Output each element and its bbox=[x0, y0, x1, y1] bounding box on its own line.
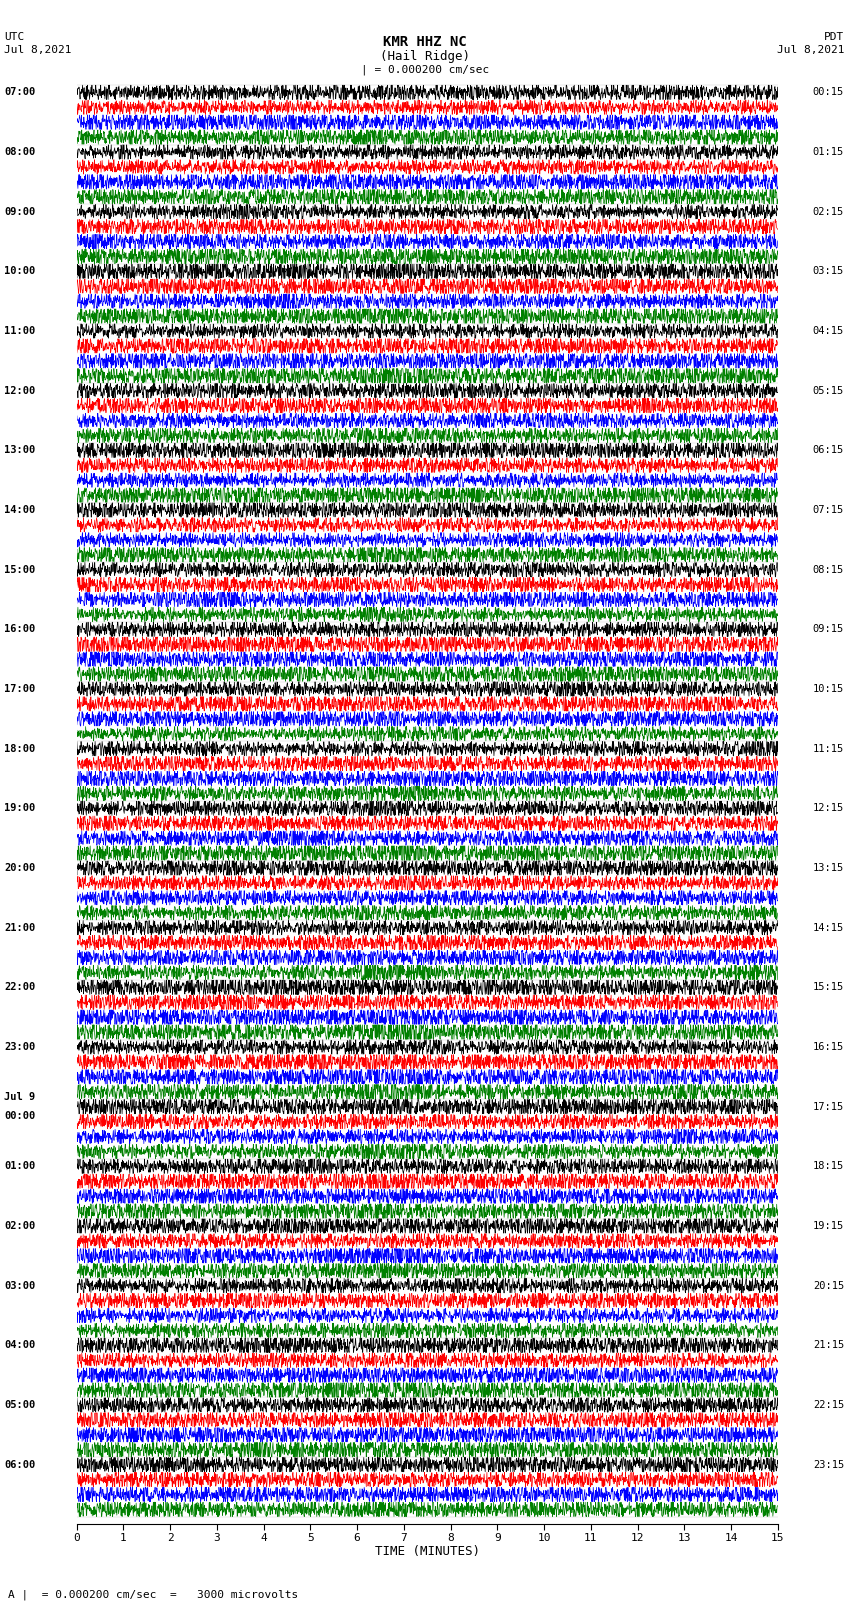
Text: 17:00: 17:00 bbox=[4, 684, 36, 694]
Text: 11:00: 11:00 bbox=[4, 326, 36, 336]
Text: 16:00: 16:00 bbox=[4, 624, 36, 634]
X-axis label: TIME (MINUTES): TIME (MINUTES) bbox=[375, 1545, 479, 1558]
Text: 04:15: 04:15 bbox=[813, 326, 844, 336]
Text: 12:00: 12:00 bbox=[4, 386, 36, 395]
Text: 20:00: 20:00 bbox=[4, 863, 36, 873]
Text: 18:00: 18:00 bbox=[4, 744, 36, 753]
Text: 10:00: 10:00 bbox=[4, 266, 36, 276]
Text: 14:15: 14:15 bbox=[813, 923, 844, 932]
Text: 03:15: 03:15 bbox=[813, 266, 844, 276]
Text: Jul 8,2021: Jul 8,2021 bbox=[777, 45, 844, 55]
Text: 00:15: 00:15 bbox=[813, 87, 844, 97]
Text: 02:00: 02:00 bbox=[4, 1221, 36, 1231]
Text: 07:15: 07:15 bbox=[813, 505, 844, 515]
Text: 14:00: 14:00 bbox=[4, 505, 36, 515]
Text: 12:15: 12:15 bbox=[813, 803, 844, 813]
Text: 13:00: 13:00 bbox=[4, 445, 36, 455]
Text: 15:15: 15:15 bbox=[813, 982, 844, 992]
Text: 08:00: 08:00 bbox=[4, 147, 36, 156]
Text: 22:15: 22:15 bbox=[813, 1400, 844, 1410]
Text: 17:15: 17:15 bbox=[813, 1102, 844, 1111]
Text: UTC: UTC bbox=[4, 32, 25, 42]
Text: 05:15: 05:15 bbox=[813, 386, 844, 395]
Text: 21:00: 21:00 bbox=[4, 923, 36, 932]
Text: | = 0.000200 cm/sec: | = 0.000200 cm/sec bbox=[361, 65, 489, 76]
Text: 08:15: 08:15 bbox=[813, 565, 844, 574]
Text: Jul 8,2021: Jul 8,2021 bbox=[4, 45, 71, 55]
Text: 02:15: 02:15 bbox=[813, 206, 844, 216]
Text: 07:00: 07:00 bbox=[4, 87, 36, 97]
Text: 04:00: 04:00 bbox=[4, 1340, 36, 1350]
Text: 11:15: 11:15 bbox=[813, 744, 844, 753]
Text: 19:00: 19:00 bbox=[4, 803, 36, 813]
Text: KMR HHZ NC: KMR HHZ NC bbox=[383, 35, 467, 50]
Text: 06:15: 06:15 bbox=[813, 445, 844, 455]
Text: 09:00: 09:00 bbox=[4, 206, 36, 216]
Text: 15:00: 15:00 bbox=[4, 565, 36, 574]
Text: 09:15: 09:15 bbox=[813, 624, 844, 634]
Text: PDT: PDT bbox=[824, 32, 844, 42]
Text: 22:00: 22:00 bbox=[4, 982, 36, 992]
Text: 16:15: 16:15 bbox=[813, 1042, 844, 1052]
Text: 20:15: 20:15 bbox=[813, 1281, 844, 1290]
Text: 10:15: 10:15 bbox=[813, 684, 844, 694]
Text: 06:00: 06:00 bbox=[4, 1460, 36, 1469]
Text: 13:15: 13:15 bbox=[813, 863, 844, 873]
Text: 23:00: 23:00 bbox=[4, 1042, 36, 1052]
Text: 21:15: 21:15 bbox=[813, 1340, 844, 1350]
Text: 18:15: 18:15 bbox=[813, 1161, 844, 1171]
Text: Jul 9: Jul 9 bbox=[4, 1092, 36, 1102]
Text: 01:15: 01:15 bbox=[813, 147, 844, 156]
Text: 05:00: 05:00 bbox=[4, 1400, 36, 1410]
Text: 00:00: 00:00 bbox=[4, 1111, 36, 1121]
Text: 03:00: 03:00 bbox=[4, 1281, 36, 1290]
Text: (Hail Ridge): (Hail Ridge) bbox=[380, 50, 470, 63]
Text: 19:15: 19:15 bbox=[813, 1221, 844, 1231]
Text: 23:15: 23:15 bbox=[813, 1460, 844, 1469]
Text: A |  = 0.000200 cm/sec  =   3000 microvolts: A | = 0.000200 cm/sec = 3000 microvolts bbox=[8, 1589, 298, 1600]
Text: 01:00: 01:00 bbox=[4, 1161, 36, 1171]
